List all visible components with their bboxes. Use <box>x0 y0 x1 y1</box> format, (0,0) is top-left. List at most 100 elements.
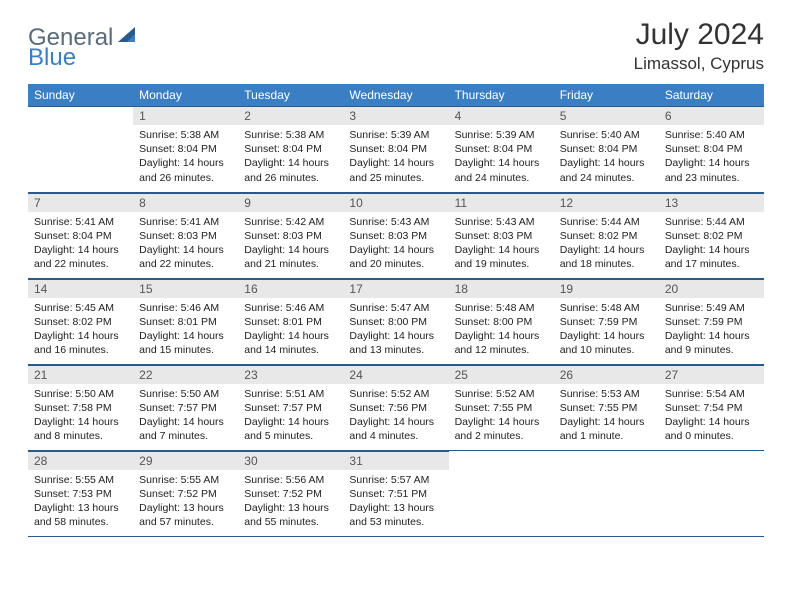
day-details: Sunrise: 5:51 AMSunset: 7:57 PMDaylight:… <box>238 384 343 448</box>
calendar-cell: 15Sunrise: 5:46 AMSunset: 8:01 PMDayligh… <box>133 278 238 364</box>
day-number <box>28 106 133 125</box>
calendar-row: 28Sunrise: 5:55 AMSunset: 7:53 PMDayligh… <box>28 450 764 536</box>
day-number: 8 <box>133 193 238 212</box>
day-number: 31 <box>343 451 448 470</box>
calendar-cell: 30Sunrise: 5:56 AMSunset: 7:52 PMDayligh… <box>238 450 343 536</box>
day-details: Sunrise: 5:39 AMSunset: 8:04 PMDaylight:… <box>343 125 448 189</box>
calendar-cell: 9Sunrise: 5:42 AMSunset: 8:03 PMDaylight… <box>238 192 343 278</box>
weekday-header: Friday <box>554 84 659 106</box>
day-number: 21 <box>28 365 133 384</box>
day-details: Sunrise: 5:38 AMSunset: 8:04 PMDaylight:… <box>238 125 343 189</box>
weekday-header-row: Sunday Monday Tuesday Wednesday Thursday… <box>28 84 764 106</box>
day-details: Sunrise: 5:50 AMSunset: 7:57 PMDaylight:… <box>133 384 238 448</box>
calendar-row: 14Sunrise: 5:45 AMSunset: 8:02 PMDayligh… <box>28 278 764 364</box>
day-details: Sunrise: 5:48 AMSunset: 8:00 PMDaylight:… <box>449 298 554 362</box>
weekday-header: Tuesday <box>238 84 343 106</box>
day-number: 19 <box>554 279 659 298</box>
day-details: Sunrise: 5:38 AMSunset: 8:04 PMDaylight:… <box>133 125 238 189</box>
calendar-cell: 5Sunrise: 5:40 AMSunset: 8:04 PMDaylight… <box>554 106 659 192</box>
calendar-cell: 26Sunrise: 5:53 AMSunset: 7:55 PMDayligh… <box>554 364 659 450</box>
day-details: Sunrise: 5:44 AMSunset: 8:02 PMDaylight:… <box>554 212 659 276</box>
header: General July 2024 Limassol, Cyprus <box>28 18 764 74</box>
calendar-cell <box>449 450 554 536</box>
day-number: 26 <box>554 365 659 384</box>
day-number: 5 <box>554 106 659 125</box>
day-details: Sunrise: 5:55 AMSunset: 7:53 PMDaylight:… <box>28 470 133 534</box>
day-details: Sunrise: 5:56 AMSunset: 7:52 PMDaylight:… <box>238 470 343 534</box>
calendar-cell: 20Sunrise: 5:49 AMSunset: 7:59 PMDayligh… <box>659 278 764 364</box>
calendar-cell: 28Sunrise: 5:55 AMSunset: 7:53 PMDayligh… <box>28 450 133 536</box>
day-details: Sunrise: 5:52 AMSunset: 7:56 PMDaylight:… <box>343 384 448 448</box>
day-number: 7 <box>28 193 133 212</box>
calendar-cell: 19Sunrise: 5:48 AMSunset: 7:59 PMDayligh… <box>554 278 659 364</box>
title-block: July 2024 Limassol, Cyprus <box>634 18 764 74</box>
calendar-cell <box>554 450 659 536</box>
day-details: Sunrise: 5:42 AMSunset: 8:03 PMDaylight:… <box>238 212 343 276</box>
day-number: 30 <box>238 451 343 470</box>
day-details: Sunrise: 5:41 AMSunset: 8:04 PMDaylight:… <box>28 212 133 276</box>
weekday-header: Saturday <box>659 84 764 106</box>
location: Limassol, Cyprus <box>634 54 764 74</box>
day-number: 23 <box>238 365 343 384</box>
calendar-cell: 8Sunrise: 5:41 AMSunset: 8:03 PMDaylight… <box>133 192 238 278</box>
day-details: Sunrise: 5:48 AMSunset: 7:59 PMDaylight:… <box>554 298 659 362</box>
day-number <box>659 451 764 469</box>
day-details: Sunrise: 5:45 AMSunset: 8:02 PMDaylight:… <box>28 298 133 362</box>
day-number: 9 <box>238 193 343 212</box>
calendar-row: 21Sunrise: 5:50 AMSunset: 7:58 PMDayligh… <box>28 364 764 450</box>
day-number: 1 <box>133 106 238 125</box>
day-number: 10 <box>343 193 448 212</box>
calendar-cell: 27Sunrise: 5:54 AMSunset: 7:54 PMDayligh… <box>659 364 764 450</box>
day-number: 3 <box>343 106 448 125</box>
day-number: 20 <box>659 279 764 298</box>
day-number: 6 <box>659 106 764 125</box>
day-details: Sunrise: 5:40 AMSunset: 8:04 PMDaylight:… <box>659 125 764 189</box>
calendar-cell: 12Sunrise: 5:44 AMSunset: 8:02 PMDayligh… <box>554 192 659 278</box>
weekday-header: Monday <box>133 84 238 106</box>
calendar-cell <box>28 106 133 192</box>
calendar-cell: 14Sunrise: 5:45 AMSunset: 8:02 PMDayligh… <box>28 278 133 364</box>
day-details: Sunrise: 5:54 AMSunset: 7:54 PMDaylight:… <box>659 384 764 448</box>
day-number: 18 <box>449 279 554 298</box>
day-number: 12 <box>554 193 659 212</box>
calendar-cell: 22Sunrise: 5:50 AMSunset: 7:57 PMDayligh… <box>133 364 238 450</box>
calendar-cell: 6Sunrise: 5:40 AMSunset: 8:04 PMDaylight… <box>659 106 764 192</box>
day-number: 17 <box>343 279 448 298</box>
day-number <box>449 451 554 469</box>
day-details: Sunrise: 5:39 AMSunset: 8:04 PMDaylight:… <box>449 125 554 189</box>
month-title: July 2024 <box>634 18 764 52</box>
calendar-cell: 25Sunrise: 5:52 AMSunset: 7:55 PMDayligh… <box>449 364 554 450</box>
day-number <box>554 451 659 469</box>
day-number: 14 <box>28 279 133 298</box>
day-details: Sunrise: 5:46 AMSunset: 8:01 PMDaylight:… <box>133 298 238 362</box>
day-details: Sunrise: 5:43 AMSunset: 8:03 PMDaylight:… <box>343 212 448 276</box>
day-details: Sunrise: 5:44 AMSunset: 8:02 PMDaylight:… <box>659 212 764 276</box>
day-number: 24 <box>343 365 448 384</box>
calendar-cell: 29Sunrise: 5:55 AMSunset: 7:52 PMDayligh… <box>133 450 238 536</box>
calendar-cell: 10Sunrise: 5:43 AMSunset: 8:03 PMDayligh… <box>343 192 448 278</box>
calendar-cell: 21Sunrise: 5:50 AMSunset: 7:58 PMDayligh… <box>28 364 133 450</box>
calendar-cell: 18Sunrise: 5:48 AMSunset: 8:00 PMDayligh… <box>449 278 554 364</box>
day-number: 16 <box>238 279 343 298</box>
day-details: Sunrise: 5:46 AMSunset: 8:01 PMDaylight:… <box>238 298 343 362</box>
calendar-row: 1Sunrise: 5:38 AMSunset: 8:04 PMDaylight… <box>28 106 764 192</box>
calendar-cell: 17Sunrise: 5:47 AMSunset: 8:00 PMDayligh… <box>343 278 448 364</box>
day-details: Sunrise: 5:41 AMSunset: 8:03 PMDaylight:… <box>133 212 238 276</box>
day-details: Sunrise: 5:40 AMSunset: 8:04 PMDaylight:… <box>554 125 659 189</box>
logo-sail-icon <box>117 25 139 52</box>
day-number: 22 <box>133 365 238 384</box>
day-details: Sunrise: 5:53 AMSunset: 7:55 PMDaylight:… <box>554 384 659 448</box>
day-details: Sunrise: 5:50 AMSunset: 7:58 PMDaylight:… <box>28 384 133 448</box>
day-number: 4 <box>449 106 554 125</box>
day-details: Sunrise: 5:52 AMSunset: 7:55 PMDaylight:… <box>449 384 554 448</box>
calendar-cell: 23Sunrise: 5:51 AMSunset: 7:57 PMDayligh… <box>238 364 343 450</box>
calendar-cell: 11Sunrise: 5:43 AMSunset: 8:03 PMDayligh… <box>449 192 554 278</box>
calendar-cell: 31Sunrise: 5:57 AMSunset: 7:51 PMDayligh… <box>343 450 448 536</box>
logo-sub: Blue <box>28 44 76 72</box>
calendar-table: Sunday Monday Tuesday Wednesday Thursday… <box>28 84 764 537</box>
calendar-cell <box>659 450 764 536</box>
calendar-cell: 16Sunrise: 5:46 AMSunset: 8:01 PMDayligh… <box>238 278 343 364</box>
calendar-cell: 13Sunrise: 5:44 AMSunset: 8:02 PMDayligh… <box>659 192 764 278</box>
calendar-row: 7Sunrise: 5:41 AMSunset: 8:04 PMDaylight… <box>28 192 764 278</box>
day-number: 29 <box>133 451 238 470</box>
